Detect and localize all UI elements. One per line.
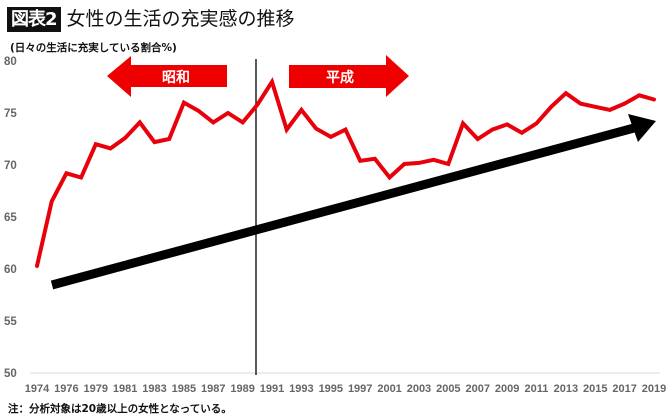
trend-arrow xyxy=(50,114,656,290)
x-tick-label: 1979 xyxy=(84,383,108,395)
x-tick-label: 2009 xyxy=(495,383,519,395)
x-tick-label: 1985 xyxy=(172,383,196,395)
x-tick-label: 1995 xyxy=(319,383,343,395)
y-tick-label: 75 xyxy=(4,108,17,120)
x-tick-label: 1989 xyxy=(230,383,254,395)
y-tick-label: 60 xyxy=(4,264,17,276)
y-tick-label: 50 xyxy=(4,368,17,380)
x-tick-label: 1991 xyxy=(260,383,284,395)
figure-badge: 図表2 xyxy=(7,6,61,32)
y-axis: 50 55 60 65 70 75 80 xyxy=(4,56,17,380)
y-tick-label: 55 xyxy=(4,316,17,328)
heisei-era-arrow: 平成 xyxy=(289,55,409,97)
x-tick-label: 1981 xyxy=(113,383,137,395)
x-tick-label: 2003 xyxy=(407,383,431,395)
chart-title: 女性の生活の充実感の推移 xyxy=(66,7,295,30)
x-tick-label: 2015 xyxy=(583,383,607,395)
showa-era-arrow: 昭和 xyxy=(107,56,227,97)
x-tick-label: 2013 xyxy=(554,383,578,395)
x-tick-label: 1993 xyxy=(289,383,313,395)
x-tick-label: 2017 xyxy=(612,383,636,395)
y-axis-label: (日々の生活に充実している割合%) xyxy=(10,42,177,54)
showa-label: 昭和 xyxy=(162,70,190,86)
heisei-label: 平成 xyxy=(326,69,354,86)
x-tick-label: 1987 xyxy=(201,383,225,395)
chart-header: 図表2 女性の生活の充実感の推移 xyxy=(7,6,295,32)
x-tick-label: 1997 xyxy=(348,383,372,395)
x-axis: 1974 1976 1979 1981 1983 1985 1987 1989 1991 1993… xyxy=(25,383,666,395)
x-tick-label: 2001 xyxy=(377,383,401,395)
x-tick-label: 1974 xyxy=(25,383,50,395)
x-tick-label: 2011 xyxy=(525,383,549,395)
y-tick-label: 65 xyxy=(4,212,17,224)
footnote: 注：分析対象は20歳以上の女性となっている。 xyxy=(8,403,232,415)
x-tick-label: 2019 xyxy=(642,383,666,395)
data-series-line xyxy=(35,77,656,268)
x-tick-label: 1976 xyxy=(54,383,78,395)
x-tick-label: 2005 xyxy=(436,383,460,395)
x-tick-label: 1983 xyxy=(142,383,166,395)
y-tick-label: 80 xyxy=(4,56,17,68)
y-tick-label: 70 xyxy=(4,160,17,172)
x-tick-label: 2007 xyxy=(465,383,489,395)
